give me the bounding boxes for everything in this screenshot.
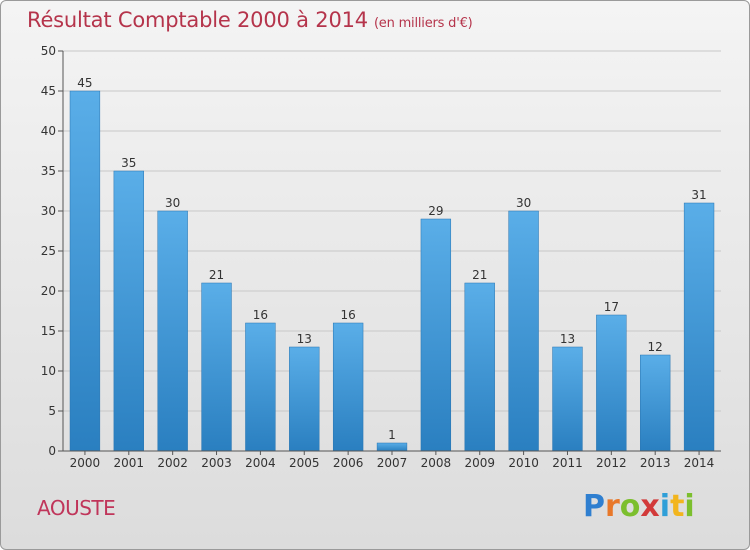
y-tick-label: 25 — [41, 244, 56, 258]
x-tick-label-2013: 2013 — [640, 456, 671, 470]
logo-letter: P — [583, 489, 605, 524]
value-label-2000: 45 — [77, 76, 92, 90]
value-label-2006: 16 — [340, 308, 355, 322]
x-tick-label-2014: 2014 — [684, 456, 715, 470]
bars: 45 35 30 21 16 13 16 1 29 21 30 13 17 12 31 — [69, 76, 715, 452]
y-tick-label: 40 — [41, 124, 56, 138]
bar-2006 — [332, 322, 364, 452]
x-tick-label-2002: 2002 — [157, 456, 188, 470]
bar-2007 — [376, 442, 408, 452]
x-tick-label-2011: 2011 — [552, 456, 583, 470]
bar-2004 — [245, 322, 276, 452]
y-tick-label: 20 — [41, 284, 56, 298]
y-tick-label: 30 — [41, 204, 56, 218]
value-label-2013: 12 — [648, 340, 663, 354]
y-tick-label: 10 — [41, 364, 56, 378]
x-tick-label-2001: 2001 — [114, 456, 145, 470]
value-label-2004: 16 — [253, 308, 268, 322]
y-tick-label: 5 — [48, 404, 56, 418]
value-label-2011: 13 — [560, 332, 575, 346]
value-label-2002: 30 — [165, 196, 180, 210]
logo-letter: i — [659, 489, 671, 524]
value-label-2007: 1 — [388, 428, 396, 442]
y-tick-label: 45 — [41, 84, 56, 98]
logo-letter: r — [605, 489, 620, 524]
bar-2001 — [113, 170, 144, 452]
x-tick-label-2008: 2008 — [421, 456, 452, 470]
value-label-2008: 29 — [428, 204, 443, 218]
value-label-2009: 21 — [472, 268, 487, 282]
y-tick-label: 0 — [48, 444, 56, 458]
value-label-2010: 30 — [516, 196, 531, 210]
y-tick-label: 15 — [41, 324, 56, 338]
bar-2003 — [201, 282, 232, 452]
proxiti-logo: Proxiti — [583, 489, 695, 524]
title-text: Résultat Comptable 2000 à 2014 — [27, 8, 368, 32]
x-tick-label-2010: 2010 — [508, 456, 539, 470]
x-tick-label-2012: 2012 — [596, 456, 627, 470]
y-tick-label: 50 — [41, 44, 56, 58]
bar-2005 — [289, 346, 320, 452]
x-tick-label-2007: 2007 — [377, 456, 408, 470]
value-label-2014: 31 — [691, 188, 706, 202]
bar-2008 — [420, 218, 452, 452]
value-label-2003: 21 — [209, 268, 224, 282]
x-tick-label-2003: 2003 — [201, 456, 232, 470]
bar-2010 — [508, 210, 539, 452]
logo-letter: i — [684, 489, 695, 524]
commune-name: AOUSTE — [37, 496, 116, 520]
bar-2000 — [69, 90, 101, 452]
chart-title: Résultat Comptable 2000 à 2014 (en millie… — [27, 8, 473, 32]
x-tick-label-2009: 2009 — [464, 456, 495, 470]
logo-letter: t — [670, 489, 685, 524]
bar-2012 — [596, 314, 627, 452]
value-label-2005: 13 — [297, 332, 312, 346]
bar-2009 — [464, 282, 495, 452]
bar-2011 — [552, 346, 583, 452]
logo-letter: x — [640, 489, 660, 524]
axes: 0 5 10 15 20 25 30 35 40 45 50 2000 2001 2002 2003 2004… — [41, 44, 721, 470]
x-tick-label-2000: 2000 — [70, 456, 101, 470]
value-label-2001: 35 — [121, 156, 136, 170]
value-label-2012: 17 — [604, 300, 619, 314]
title-unit: (en milliers d'€) — [373, 16, 473, 31]
bar-2013 — [640, 354, 671, 452]
x-tick-label-2006: 2006 — [333, 456, 364, 470]
bar-2014 — [683, 202, 715, 452]
y-tick-label: 35 — [41, 164, 56, 178]
bar-2002 — [157, 210, 188, 452]
x-tick-label-2005: 2005 — [289, 456, 320, 470]
x-tick-label-2004: 2004 — [245, 456, 276, 470]
logo-letter: o — [619, 489, 641, 524]
